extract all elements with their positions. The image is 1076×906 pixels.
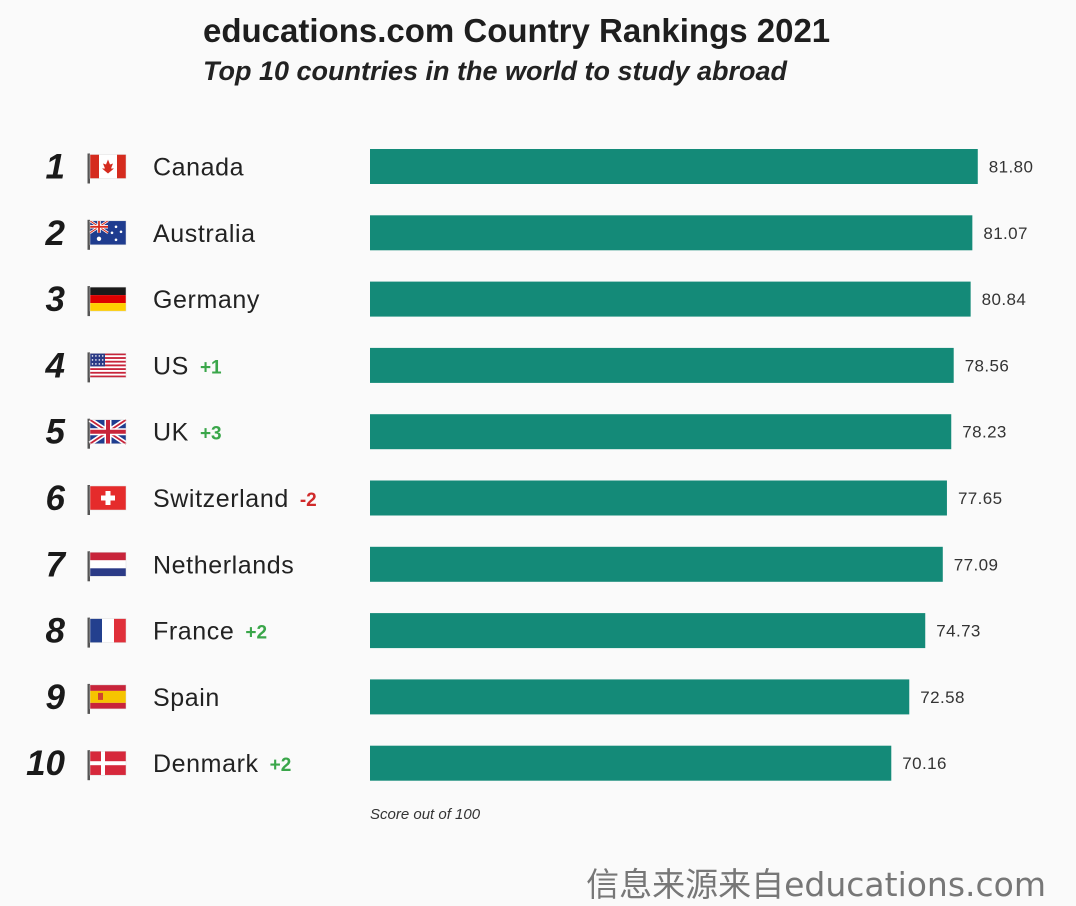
chart-row: 7 Netherlands 77.09 (46, 545, 999, 584)
bar (370, 149, 978, 184)
spain-flag-icon (87, 683, 127, 714)
chart-title: educations.com Country Rankings 2021 (203, 12, 831, 49)
value-label: 78.23 (962, 423, 1007, 442)
country-label: Germany (153, 286, 260, 314)
germany-flag-icon (87, 286, 127, 317)
rank-label: 5 (46, 413, 66, 452)
rank-label: 7 (46, 545, 67, 584)
value-label: 77.09 (954, 555, 999, 574)
australia-flag-icon (87, 219, 127, 250)
chart-row: 6 Switzerland -2 77.65 (46, 479, 1003, 518)
chart-row: 3 Germany 80.84 (46, 280, 1027, 319)
us-flag-icon (87, 352, 127, 383)
rank-change-label: -2 (300, 490, 317, 511)
chart-row: 9 Spain 72.58 (46, 678, 965, 717)
rank-label: 9 (46, 678, 66, 717)
country-label: Netherlands (153, 551, 294, 579)
watermark: 信息来源来自educations.com (586, 865, 1046, 904)
france-flag-icon (87, 617, 127, 648)
chart-row: 5 UK +3 78.23 (46, 413, 1007, 452)
value-label: 80.84 (982, 290, 1027, 309)
value-label: 70.16 (902, 754, 947, 773)
rank-change-label: +1 (200, 357, 222, 378)
country-label: US (153, 352, 189, 380)
rank-label: 4 (45, 346, 65, 385)
bar (370, 546, 943, 582)
chart-row: 10 Denmark +2 70.16 (26, 744, 947, 783)
chart-row: 4 US +1 78.56 (45, 346, 1010, 385)
value-label: 78.56 (965, 356, 1010, 375)
bar (370, 414, 952, 450)
chart-row: 8 France +2 74.73 (46, 612, 981, 651)
rank-label: 3 (46, 280, 66, 319)
bar (370, 215, 973, 251)
rank-change-label: +3 (200, 424, 222, 445)
country-label: Denmark (153, 750, 259, 778)
country-label: UK (153, 419, 189, 447)
bar (370, 347, 954, 383)
axis-note: Score out of 100 (370, 806, 481, 823)
chart-row: 2 Australia 81.07 (45, 214, 1028, 253)
rank-label: 8 (46, 612, 66, 651)
country-label: France (153, 618, 234, 646)
switzerland-flag-icon (87, 485, 127, 515)
rank-change-label: +2 (270, 755, 292, 776)
country-label: Spain (153, 684, 220, 712)
denmark-flag-icon (87, 750, 127, 781)
chart-row: 1 Canada 81.80 (46, 148, 1034, 187)
bar (370, 679, 910, 715)
bar (370, 281, 971, 317)
rank-change-label: +2 (245, 623, 267, 644)
country-label: Switzerland (153, 485, 289, 513)
canada-flag-icon (87, 153, 127, 184)
country-label: Australia (153, 220, 256, 248)
uk-flag-icon (87, 417, 128, 449)
value-label: 74.73 (936, 622, 981, 641)
chart-subtitle: Top 10 countries in the world to study a… (203, 56, 788, 86)
rank-label: 6 (46, 479, 66, 518)
value-label: 81.07 (983, 224, 1028, 243)
bar (370, 613, 926, 649)
value-label: 77.65 (958, 489, 1003, 508)
rank-label: 1 (46, 148, 65, 187)
bar (370, 745, 892, 781)
rank-label: 10 (26, 744, 65, 783)
rank-label: 2 (45, 214, 66, 253)
country-label: Canada (153, 154, 244, 182)
value-label: 72.58 (920, 688, 965, 707)
bar (370, 480, 947, 516)
value-label: 81.80 (989, 158, 1034, 177)
netherlands-flag-icon (87, 551, 127, 582)
